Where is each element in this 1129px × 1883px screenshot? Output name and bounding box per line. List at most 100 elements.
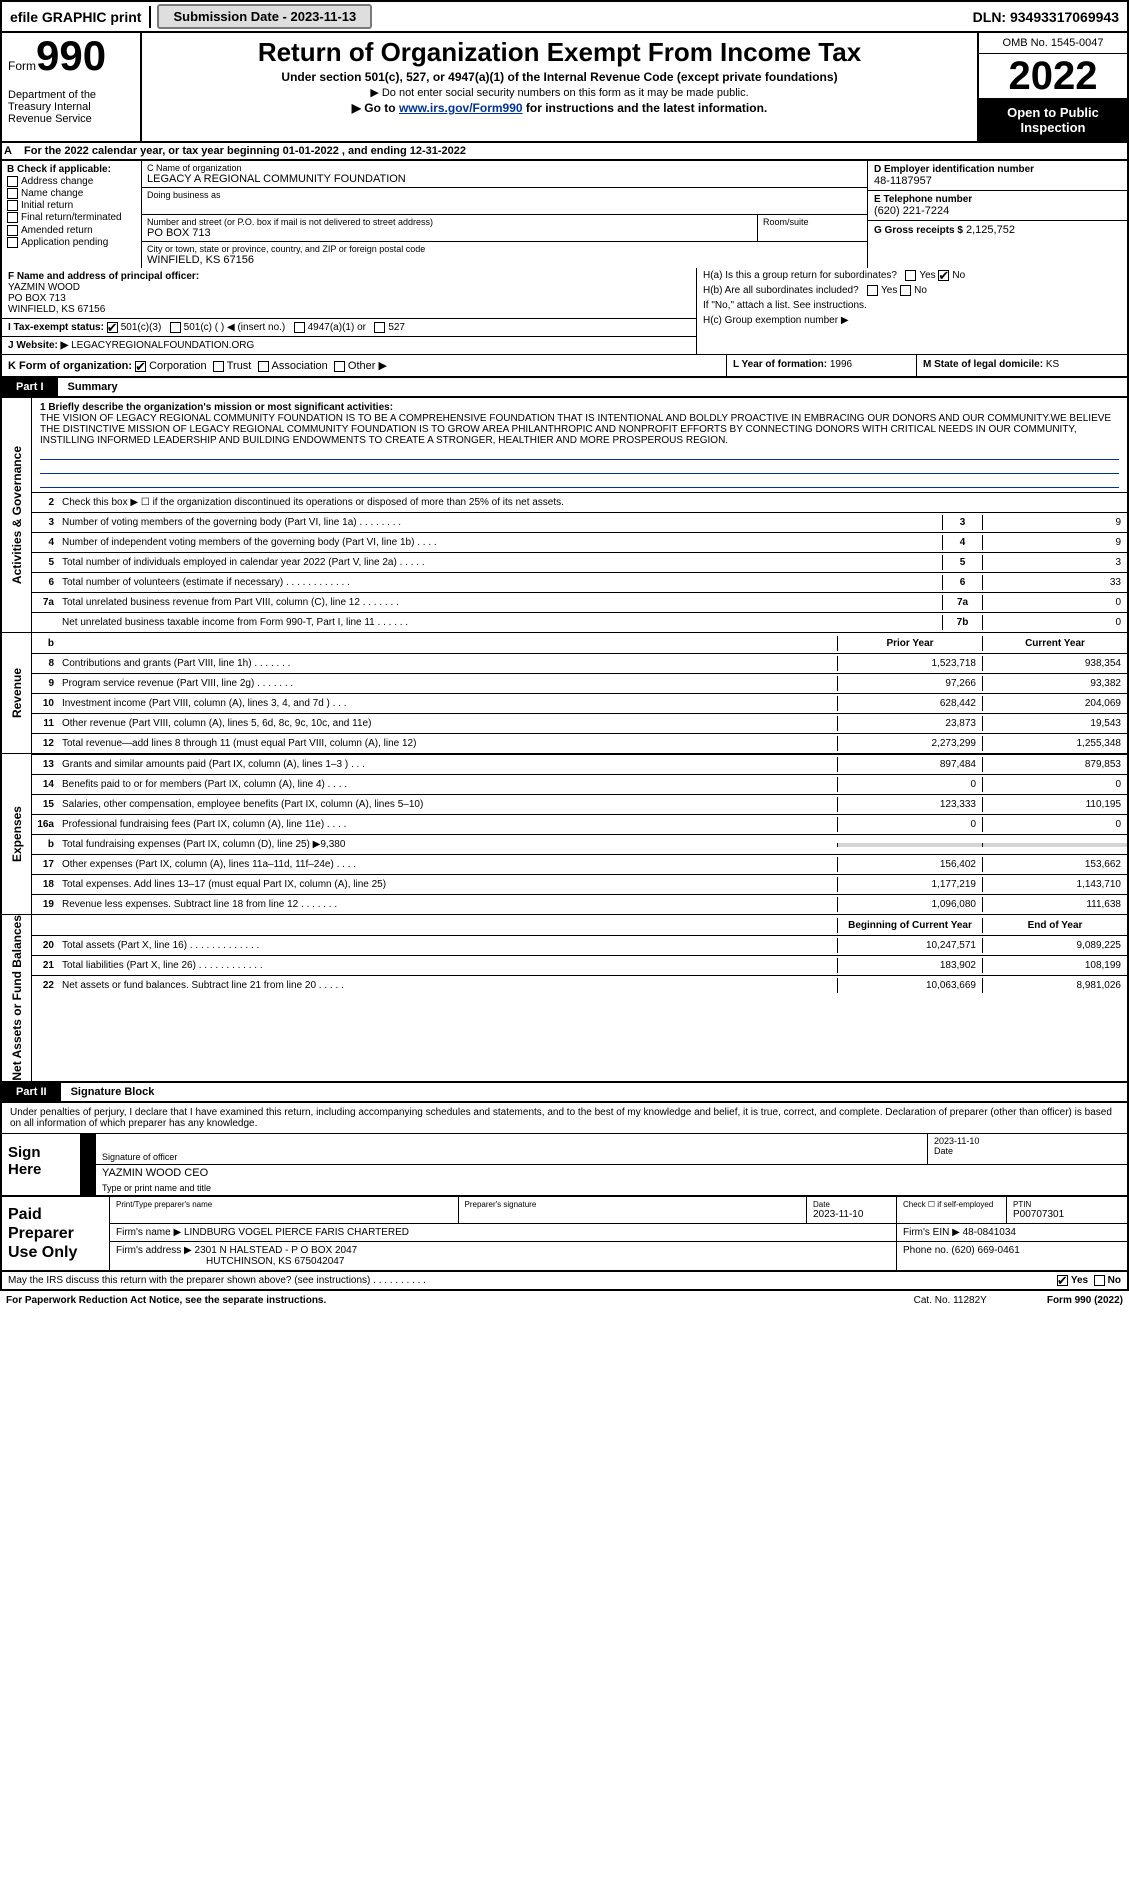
- header-center: Return of Organization Exempt From Incom…: [142, 33, 977, 141]
- firm-phone: (620) 669-0461: [951, 1245, 1019, 1256]
- part2-tag: Part II: [2, 1083, 61, 1101]
- cb-527[interactable]: [374, 322, 385, 333]
- mission-text: THE VISION OF LEGACY REGIONAL COMMUNITY …: [40, 413, 1119, 446]
- part2-header: Part II Signature Block: [0, 1083, 1129, 1103]
- form-word: Form: [8, 59, 36, 73]
- cb-501c3[interactable]: [107, 322, 118, 333]
- arrow-icon: [80, 1165, 96, 1195]
- prior-year-hdr: Prior Year: [837, 636, 982, 651]
- gov-row: 6Total number of volunteers (estimate if…: [32, 572, 1127, 592]
- form-footer: Form 990 (2022): [1047, 1295, 1123, 1306]
- meta-grid: B Check if applicable: Address change Na…: [0, 161, 1129, 268]
- city-label: City or town, state or province, country…: [147, 244, 862, 254]
- preparer-label: Paid Preparer Use Only: [2, 1197, 110, 1271]
- cb-final[interactable]: Final return/terminated: [7, 212, 136, 223]
- officer-print: YAZMIN WOOD CEO: [102, 1167, 1121, 1181]
- cb-trust[interactable]: [213, 361, 224, 372]
- discuss-row: May the IRS discuss this return with the…: [0, 1272, 1129, 1291]
- firm-city: HUTCHINSON, KS 675042047: [206, 1256, 890, 1267]
- open-inspection: Open to Public Inspection: [979, 98, 1127, 141]
- l-block: L Year of formation: 1996: [727, 355, 917, 376]
- exp-section: Expenses 13Grants and similar amounts pa…: [0, 754, 1129, 915]
- gov-row: 3Number of voting members of the governi…: [32, 512, 1127, 532]
- cb-address[interactable]: Address change: [7, 176, 136, 187]
- cb-no[interactable]: [1094, 1275, 1105, 1286]
- rev-section: Revenue bPrior YearCurrent Year 8Contrib…: [0, 633, 1129, 754]
- cb-4947[interactable]: [294, 322, 305, 333]
- data-row: 16aProfessional fundraising fees (Part I…: [32, 814, 1127, 834]
- curr-year-hdr: Current Year: [982, 636, 1127, 651]
- cb-name[interactable]: Name change: [7, 188, 136, 199]
- k-block: K Form of organization: Corporation Trus…: [2, 355, 727, 376]
- address-block: C Name of organizationLEGACY A REGIONAL …: [142, 161, 867, 268]
- row-k-l-m: K Form of organization: Corporation Trus…: [0, 354, 1129, 378]
- efile-label: efile GRAPHIC print: [2, 6, 151, 28]
- gov-tab: Activities & Governance: [2, 398, 32, 632]
- preparer-block: Paid Preparer Use Only Print/Type prepar…: [0, 1197, 1129, 1273]
- cb-corp[interactable]: [135, 361, 146, 372]
- data-row: 12Total revenue—add lines 8 through 11 (…: [32, 733, 1127, 753]
- dln-label: DLN: 93493317069943: [965, 6, 1127, 28]
- hc-row: H(c) Group exemption number ▶: [697, 313, 1127, 328]
- cb-yes[interactable]: [1057, 1275, 1068, 1286]
- a-text: For the 2022 calendar year, or tax year …: [20, 143, 1127, 159]
- phone-val: (620) 221-7224: [874, 205, 1121, 217]
- data-row: 21Total liabilities (Part X, line 26) . …: [32, 955, 1127, 975]
- irs-link[interactable]: www.irs.gov/Form990: [399, 101, 523, 115]
- arrow-icon: [80, 1134, 96, 1164]
- data-row: 17Other expenses (Part IX, column (A), l…: [32, 854, 1127, 874]
- data-row: 9Program service revenue (Part VIII, lin…: [32, 673, 1127, 693]
- sig-of-label: Signature of officer: [102, 1152, 921, 1162]
- subtitle-3: ▶ Go to www.irs.gov/Form990 for instruct…: [148, 101, 971, 115]
- header-right: OMB No. 1545-0047 2022 Open to Public In…: [977, 33, 1127, 141]
- cb-501c[interactable]: [170, 322, 181, 333]
- col-b: B Check if applicable: Address change Na…: [2, 161, 142, 268]
- addr-val: PO BOX 713: [147, 227, 752, 239]
- data-row: 22Net assets or fund balances. Subtract …: [32, 975, 1127, 995]
- header-left: Form990 Department of the Treasury Inter…: [2, 33, 142, 141]
- gov-row: 7aTotal unrelated business revenue from …: [32, 592, 1127, 612]
- city-val: WINFIELD, KS 67156: [147, 254, 862, 266]
- form-header: Form990 Department of the Treasury Inter…: [0, 33, 1129, 143]
- cb-other[interactable]: [334, 361, 345, 372]
- form-title: Return of Organization Exempt From Incom…: [148, 37, 971, 68]
- signature-block: Under penalties of perjury, I declare th…: [0, 1103, 1129, 1197]
- cb-initial[interactable]: Initial return: [7, 200, 136, 211]
- subtitle-2: ▶ Do not enter social security numbers o…: [148, 86, 971, 99]
- sig-date: 2023-11-10: [934, 1136, 1121, 1146]
- cat-no: Cat. No. 11282Y: [914, 1295, 987, 1306]
- self-emp[interactable]: Check ☐ if self-employed: [903, 1200, 1000, 1209]
- dept-label: Department of the Treasury Internal Reve…: [8, 89, 134, 125]
- row-a: A For the 2022 calendar year, or tax yea…: [0, 143, 1129, 161]
- g-label: G Gross receipts $: [874, 225, 963, 236]
- firm-ein: 48-0841034: [963, 1227, 1016, 1238]
- data-row: 15Salaries, other compensation, employee…: [32, 794, 1127, 814]
- rev-tab: Revenue: [2, 633, 32, 753]
- dba-label: Doing business as: [147, 190, 862, 200]
- cb-amended[interactable]: Amended return: [7, 225, 136, 236]
- form-number: 990: [36, 32, 106, 79]
- firm-name: LINDBURG VOGEL PIERCE FARIS CHARTERED: [184, 1227, 409, 1238]
- tax-year: 2022: [979, 54, 1127, 98]
- data-row: 11Other revenue (Part VIII, column (A), …: [32, 713, 1127, 733]
- begin-year-hdr: Beginning of Current Year: [837, 918, 982, 933]
- end-year-hdr: End of Year: [982, 918, 1127, 933]
- officer-addr: PO BOX 713: [8, 293, 690, 304]
- cb-assoc[interactable]: [258, 361, 269, 372]
- ha-row: H(a) Is this a group return for subordin…: [697, 268, 1127, 283]
- gov-row: 5Total number of individuals employed in…: [32, 552, 1127, 572]
- cb-app-pending[interactable]: Application pending: [7, 237, 136, 248]
- subtitle-1: Under section 501(c), 527, or 4947(a)(1)…: [148, 70, 971, 84]
- data-row: 14Benefits paid to or for members (Part …: [32, 774, 1127, 794]
- pra-row: For Paperwork Reduction Act Notice, see …: [0, 1291, 1129, 1310]
- data-row: 8Contributions and grants (Part VIII, li…: [32, 653, 1127, 673]
- submission-date-button[interactable]: Submission Date - 2023-11-13: [157, 4, 372, 29]
- part1-tag: Part I: [2, 378, 58, 396]
- gross-val: 2,125,752: [966, 224, 1015, 236]
- data-row: 20Total assets (Part X, line 16) . . . .…: [32, 935, 1127, 955]
- c-name-label: C Name of organization: [147, 163, 862, 173]
- prep-date: 2023-11-10: [813, 1209, 890, 1220]
- a-marker: A: [2, 143, 20, 159]
- ptin-val: P00707301: [1013, 1209, 1121, 1220]
- part1-header: Part I Summary: [0, 378, 1129, 398]
